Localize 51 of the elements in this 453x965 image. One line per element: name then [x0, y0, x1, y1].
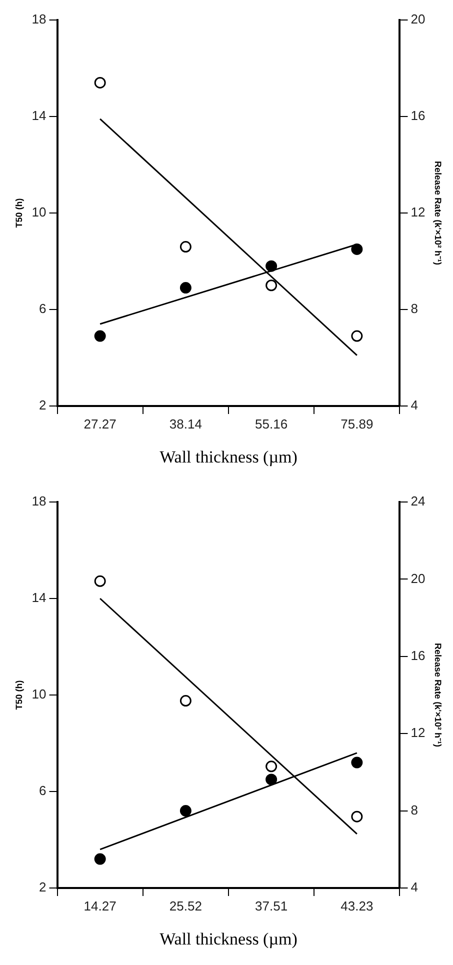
y2-axis-title: Release Rate (k'×10² h⁻¹) — [433, 643, 444, 747]
x-axis-title: Wall thickness (µm) — [160, 929, 298, 948]
y-axis-title: T50 (h) — [14, 198, 24, 228]
point — [266, 260, 278, 272]
point — [351, 243, 363, 255]
x-tick-label: 38.14 — [169, 416, 202, 432]
y-axis-title: T50 (h) — [14, 680, 24, 710]
y2-tick-label: 8 — [410, 301, 418, 316]
point — [266, 760, 278, 772]
point — [180, 282, 192, 294]
point — [351, 330, 363, 342]
y2-tick-label: 4 — [410, 398, 418, 413]
y-tick-label: 6 — [39, 783, 46, 798]
x-tick-label: 27.27 — [84, 416, 116, 432]
x-tick-label: 37.51 — [255, 898, 288, 914]
y2-tick-label: 24 — [410, 494, 426, 509]
y2-tick-label: 12 — [410, 204, 426, 220]
y-tick-label: 6 — [39, 301, 46, 316]
x-axis-title: Wall thickness (µm) — [160, 447, 298, 466]
x-tick-label: 75.89 — [340, 416, 374, 432]
y-tick-label: 14 — [32, 108, 46, 124]
y2-tick-label: 20 — [410, 12, 426, 27]
y2-tick-label: 12 — [410, 725, 426, 740]
y-tick-label: 2 — [39, 398, 46, 413]
y2-axis-title: Release Rate (k'×10² h⁻¹) — [433, 161, 444, 265]
y-tick-label: 18 — [32, 12, 46, 27]
point — [180, 241, 192, 253]
y2-tick-label: 4 — [410, 880, 418, 895]
point — [94, 853, 106, 865]
point — [180, 805, 192, 817]
y2-tick-label: 16 — [410, 648, 426, 663]
y2-tick-label: 16 — [410, 108, 426, 124]
x-tick-label: 25.52 — [169, 898, 202, 914]
y-tick-label: 14 — [32, 590, 46, 606]
y-tick-label: 10 — [32, 686, 46, 702]
x-tick-label: 55.16 — [255, 416, 288, 432]
x-tick-label: 43.23 — [340, 898, 374, 914]
y-tick-label: 10 — [32, 204, 46, 220]
y2-tick-label: 8 — [410, 802, 418, 818]
point — [266, 774, 278, 786]
point — [351, 756, 363, 768]
y-tick-label: 18 — [32, 494, 46, 509]
point — [94, 575, 106, 587]
point — [180, 695, 192, 707]
x-tick-label: 14.27 — [84, 898, 116, 914]
point — [94, 330, 106, 342]
point — [94, 76, 106, 88]
point — [351, 810, 363, 822]
point — [266, 280, 278, 292]
y2-tick-label: 20 — [410, 570, 426, 586]
y-tick-label: 2 — [39, 880, 46, 895]
